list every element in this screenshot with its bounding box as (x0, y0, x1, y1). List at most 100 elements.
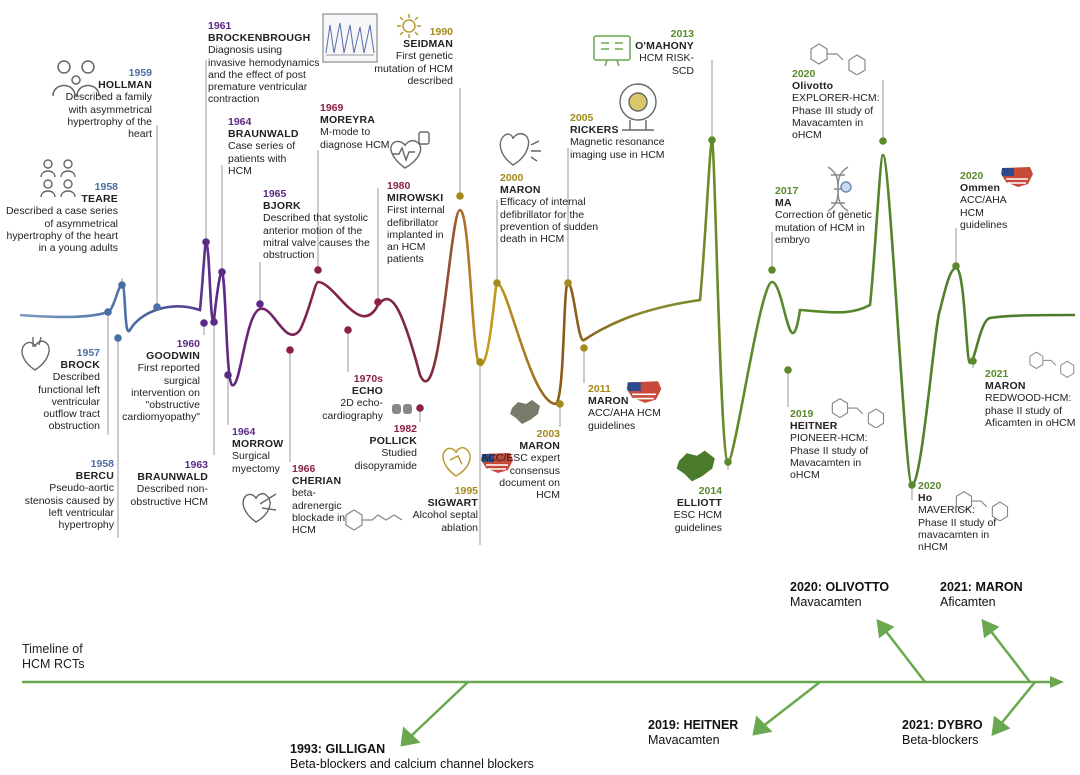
rct-subtitle: Aficamten (940, 595, 996, 609)
event-maron-2011: 2011 MARON ACC/AHA HCM guidelines (588, 383, 668, 432)
event-year: 1970s (353, 373, 383, 385)
event-description: MAVERICK: Phase II study of mavacamten i… (918, 504, 997, 554)
event-dot (556, 400, 564, 408)
europe-map-icon (510, 400, 540, 424)
event-year: 1961 (208, 20, 232, 32)
event-year: 1958 (90, 458, 114, 470)
event-year: 2014 (698, 485, 722, 497)
event-name: RICKERS (570, 124, 619, 137)
event-name: MORROW (232, 438, 284, 451)
event-brock-1957: 1957 BROCK Described functional left ven… (38, 347, 100, 432)
event-description: Case series of patients with HCM (228, 140, 296, 177)
event-name: BROCKENBROUGH (208, 32, 311, 45)
event-name: CHERIAN (292, 475, 342, 488)
surgery-icon (242, 492, 277, 523)
event-teare-1958: 1958 TEARE Described a case series of as… (4, 181, 118, 254)
heart-icon (499, 132, 541, 166)
event-rickers-2005: 2005 RICKERS Magnetic resonance imaging … (570, 112, 670, 161)
event-description: Studied disopyramide (354, 447, 417, 472)
event-dot (224, 371, 232, 379)
molecule-icon (345, 509, 403, 531)
event-year: 2011 (588, 383, 611, 395)
event-seidman-1990: 1990 SEIDMAN First genetic mutation of H… (365, 26, 453, 87)
event-description: Magnetic resonance imaging use in HCM (570, 136, 665, 161)
event-name: BRAUNWALD (137, 471, 208, 484)
event-dot (218, 268, 226, 276)
europe-map-icon (676, 450, 715, 482)
event-year: 2000 (500, 172, 524, 184)
event-description: Diagnosis using invasive hemodynamics an… (208, 44, 320, 106)
event-description: 2D echo-cardiography (322, 397, 383, 422)
event-name: POLLICK (369, 435, 417, 448)
rct-title: 1993: GILLIGAN (290, 742, 386, 756)
event-dots (104, 136, 977, 489)
event-goodwin-1960: 1960 GOODWIN First reported surgical int… (120, 338, 200, 423)
event-year: 1959 (128, 67, 152, 79)
rct-olivotto-2020: 2020: OLIVOTTO Mavacamten (790, 580, 889, 610)
pill-icon (392, 404, 412, 414)
event-dot (969, 357, 977, 365)
event-dot (256, 300, 264, 308)
event-year: 1980 (387, 180, 411, 192)
event-year: 1964 (228, 116, 252, 128)
event-description: Described non-obstructive HCM (130, 483, 208, 508)
event-name: MARON (500, 184, 541, 197)
event-dot (768, 266, 776, 274)
risk-monitor-icon (593, 35, 631, 67)
event-name: MARON (519, 440, 560, 453)
heart-catheter-icon (442, 446, 471, 477)
event-year: 1966 (292, 463, 316, 475)
event-name: MIROWSKI (387, 192, 444, 205)
event-name: SIGWART (427, 497, 478, 510)
event-name: BROCK (60, 359, 100, 372)
event-moreyra-1969: 1969 MOREYRA M-mode to diagnose HCM (320, 102, 392, 151)
event-year: 2017 (775, 185, 799, 197)
heart-anatomy-icon (21, 336, 50, 371)
event-elliott-2014: 2014 ELLIOTT ESC HCM guidelines (654, 485, 722, 534)
event-ma-2017: 2017 MA Correction of genetic mutation o… (775, 185, 885, 246)
event-braunwald-1963: 1963 BRAUNWALD Described non-obstructive… (128, 459, 208, 508)
event-description: ACC/AHA HCM guidelines (960, 194, 1008, 231)
event-dot (153, 303, 161, 311)
group-icon (40, 159, 76, 198)
event-maron-2000: 2000 MARON Efficacy of internal defibril… (500, 172, 600, 245)
event-name: TEARE (81, 193, 118, 206)
event-brockenbrough-1961: 1961 BROCKENBROUGH Diagnosis using invas… (208, 20, 320, 105)
rct-timeline-arrowhead (1050, 676, 1064, 688)
event-description: Alcohol septal ablation (412, 509, 478, 534)
connector-lines (107, 60, 974, 545)
usa-flag-map-icon (1001, 167, 1033, 187)
event-dot (564, 279, 572, 287)
event-hollman-1959: 1959 HOLLMAN Described a family with asy… (50, 67, 152, 140)
hemodynamic-chart-icon (322, 13, 378, 63)
event-name: MARON (588, 395, 629, 408)
molecule-icon (831, 397, 885, 428)
rct-heitner-2019: 2019: HEITNER Mavacamten (648, 718, 738, 748)
event-year: 1982 (393, 423, 417, 435)
event-description: REDWOOD-HCM: phase II study of Aficamten… (985, 392, 1076, 429)
event-pollick-1982: 1982 POLLICK Studied disopyramide (345, 423, 417, 472)
event-description: First internal defibrillator implanted i… (387, 204, 445, 266)
event-year: 2021 (985, 368, 1009, 380)
rct-gilligan-1993: 1993: GILLIGAN Beta-blockers and calcium… (290, 742, 534, 772)
event-heitner-2019: 2019 HEITNER PIONEER-HCM: Phase II study… (790, 408, 872, 481)
event-name: MOREYRA (320, 114, 376, 127)
dna-sun-icon (397, 14, 421, 38)
event-name: MARON (985, 380, 1026, 393)
event-echo-1970s: 1970s ECHO 2D echo-cardiography (318, 373, 383, 422)
echo-probe-icon (390, 131, 430, 169)
event-name: ELLIOTT (676, 497, 722, 510)
event-dot (784, 366, 792, 374)
event-dot (286, 346, 294, 354)
event-dot (879, 137, 887, 145)
event-dot (118, 281, 126, 289)
event-name: ECHO (351, 385, 383, 398)
mri-scanner-icon (619, 83, 657, 131)
event-description: Described that systolic anterior motion … (263, 212, 370, 262)
event-year: 2020 (960, 170, 984, 182)
event-dot (708, 136, 716, 144)
event-year: 1963 (184, 459, 208, 471)
event-sigwart-1995: 1995 SIGWART Alcohol septal ablation (400, 485, 478, 534)
event-description: Described functional left ventricular ou… (38, 371, 100, 433)
